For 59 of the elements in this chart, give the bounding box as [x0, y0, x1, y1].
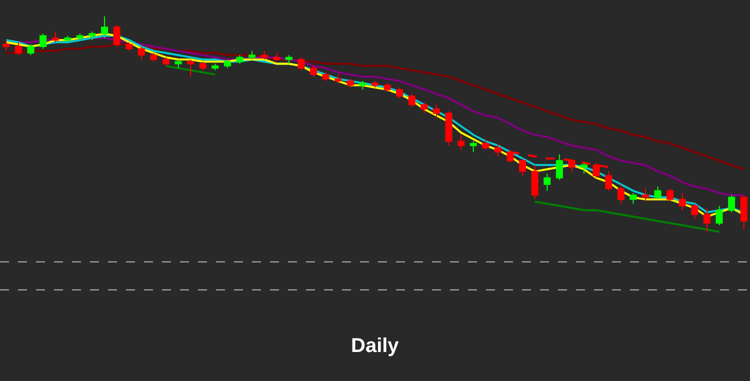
candlestick [642, 188, 649, 202]
candlestick [199, 61, 206, 71]
candlestick [64, 35, 72, 43]
candlestick [260, 50, 268, 60]
candlestick [52, 30, 59, 43]
candlestick [224, 58, 231, 69]
candlestick [519, 158, 526, 176]
candlestick [605, 170, 612, 192]
text: Daily [351, 335, 400, 357]
candlestick [150, 52, 158, 62]
candlestick [162, 56, 170, 66]
candlestick [531, 164, 538, 200]
candlestick [470, 140, 477, 153]
candlestick [445, 110, 452, 146]
candlestick [138, 46, 145, 60]
candlestick [494, 142, 502, 157]
candlestick [187, 58, 194, 78]
candlestick [408, 93, 416, 108]
candlestick [384, 82, 391, 92]
candlestick [371, 80, 379, 88]
candlestick [346, 78, 354, 88]
candlestick [248, 50, 256, 60]
candlestick [482, 138, 490, 150]
candlestick [334, 74, 342, 84]
candlestick [298, 56, 305, 71]
candlestick [630, 192, 637, 204]
candlestick [310, 65, 318, 78]
candlestick [14, 42, 22, 56]
candlestick [76, 33, 84, 41]
candlestick [691, 203, 698, 220]
candlestick [432, 104, 440, 118]
candlestick [458, 134, 465, 150]
candlestick [716, 205, 723, 226]
candlestick [728, 194, 736, 213]
candlestick [27, 44, 34, 56]
candlestick [40, 33, 47, 50]
candlestick [88, 30, 96, 41]
candlestick [2, 40, 10, 52]
candlestick [544, 173, 551, 192]
candlestick [101, 16, 108, 38]
candlestick [174, 58, 182, 69]
candlestick [617, 184, 624, 204]
candlestick [420, 102, 428, 114]
candlestick [703, 208, 710, 232]
candlestick [273, 52, 280, 62]
candlestick [212, 63, 219, 71]
candlestick [740, 194, 748, 230]
candlestick [556, 154, 563, 181]
candlestick [126, 42, 133, 52]
candlestick [666, 188, 674, 202]
candlestick [580, 162, 588, 174]
candlestick [396, 86, 404, 99]
candlestick [113, 24, 120, 48]
candlestick [322, 72, 330, 82]
candlestick [359, 80, 366, 90]
candlestick [236, 54, 244, 64]
candlestick [678, 192, 686, 211]
candlestick [285, 54, 292, 64]
candlestick [654, 186, 662, 200]
